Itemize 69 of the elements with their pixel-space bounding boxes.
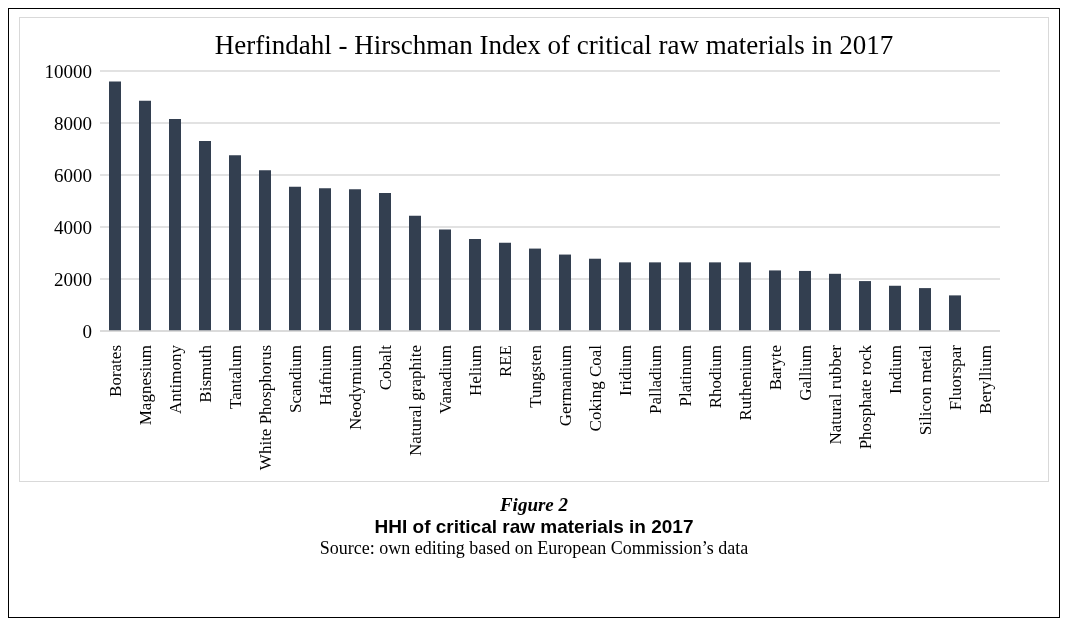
- x-tick-label: Silicon metal: [915, 344, 935, 436]
- caption: Figure 2: [498, 494, 570, 516]
- bar: [739, 262, 751, 331]
- text: HHI of critical raw materials in 2017: [373, 516, 695, 538]
- x-tick-label: Tungsten: [525, 344, 545, 408]
- x-tick-label: Rhodium: [705, 345, 725, 409]
- x-tick-label: Baryte: [765, 345, 785, 391]
- y-tick-label: 2000: [54, 268, 92, 290]
- x-tick-label: Cobalt: [375, 344, 395, 391]
- x-tick-label: Palladium: [645, 345, 665, 414]
- x-tick-label: Tantalum: [225, 345, 245, 409]
- bar: [949, 295, 961, 331]
- x-tick-label: Neodymium: [345, 345, 365, 430]
- x-tick-label: Natural graphite: [405, 345, 425, 456]
- y-tick-label: 10000: [44, 60, 92, 82]
- bar: [169, 119, 181, 331]
- bar: [859, 281, 871, 331]
- bar: [529, 248, 541, 331]
- x-tick-label: Magnesium: [135, 345, 155, 426]
- y-tick-label: 8000: [54, 112, 92, 134]
- bar: [289, 186, 301, 331]
- chart-title: Herfindahl - Hirschman Index of critical raw materials in 2017: [213, 29, 895, 61]
- bar: [559, 254, 571, 331]
- x-tick-label: Germanium: [555, 345, 575, 427]
- bar: [109, 81, 121, 331]
- x-tick-label: Beryllium: [975, 345, 995, 414]
- x-tick-label: Indium: [885, 345, 905, 395]
- x-tick-label: Antimony: [165, 344, 185, 414]
- bar: [829, 273, 841, 331]
- y-tick-label: 0: [82, 320, 92, 342]
- x-tick-label: Phosphate rock: [855, 344, 875, 450]
- bar: [229, 155, 241, 331]
- bar: [709, 262, 721, 331]
- bar: [259, 170, 271, 331]
- bar: [139, 100, 151, 331]
- bar: [889, 285, 901, 331]
- bar: [439, 229, 451, 331]
- x-tick-label: Helium: [465, 345, 485, 396]
- bar: [919, 288, 931, 331]
- bar: [799, 270, 811, 331]
- x-tick-label: Natural rubber: [825, 344, 845, 445]
- bar: [499, 242, 511, 331]
- bar: [199, 140, 211, 331]
- x-tick-label: Gallium: [795, 345, 815, 401]
- x-tick-label: Coking Coal: [585, 344, 605, 432]
- x-tick-label: Hafnium: [315, 345, 335, 406]
- x-tick-label: Scandium: [285, 345, 305, 413]
- bar: [679, 262, 691, 331]
- x-tick-label: Platinum: [675, 345, 695, 407]
- x-tick-label: Vanadium: [435, 345, 455, 414]
- x-tick-label: REE: [495, 345, 515, 378]
- y-tick-label: 4000: [54, 216, 92, 238]
- x-tick-label: Bismuth: [195, 344, 215, 403]
- bar: [409, 215, 421, 331]
- bar: [379, 192, 391, 331]
- x-tick-label: Fluorspar: [945, 344, 965, 411]
- bar: [769, 270, 781, 331]
- x-tick-label: White Phosphorus: [255, 345, 275, 471]
- bar: [319, 188, 331, 331]
- bar: [349, 189, 361, 331]
- x-tick-label: Ruthenium: [735, 345, 755, 421]
- bar: [469, 238, 481, 331]
- y-tick-label: 6000: [54, 164, 92, 186]
- bar: [589, 258, 601, 331]
- x-tick-label: Borates: [105, 345, 125, 397]
- bar: [619, 262, 631, 331]
- source-note: Source: own editing based on European Commission’s data: [318, 538, 750, 559]
- bar: [649, 262, 661, 331]
- x-tick-label: Iridium: [615, 345, 635, 396]
